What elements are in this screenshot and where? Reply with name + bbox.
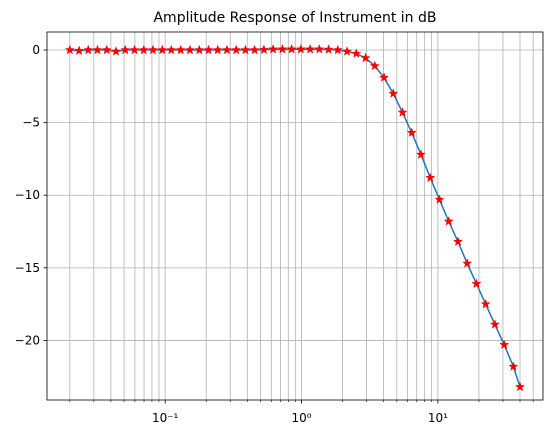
marker [323,44,334,54]
marker [480,298,491,309]
marker [388,88,399,98]
marker [92,44,103,55]
marker [434,194,445,204]
marker [268,43,279,54]
marker [184,44,196,55]
marker [499,339,510,350]
marker [425,172,436,183]
plot-frame [46,31,544,401]
marker [286,43,297,54]
marker [360,52,371,63]
marker [83,44,94,55]
marker [342,46,353,56]
marker [175,44,186,55]
marker [157,44,168,55]
marker [295,43,306,54]
y-tick-label: −10 [15,188,40,202]
marker [129,44,140,55]
marker [147,44,159,55]
marker [397,107,408,117]
marker [277,43,288,54]
marker [406,127,417,138]
marker [249,44,260,55]
marker [101,44,112,55]
y-tick-label: 0 [32,43,40,57]
marker [258,44,269,55]
marker [314,43,325,54]
marker [462,258,473,268]
marker [64,44,75,55]
marker [138,44,149,55]
marker [443,216,454,226]
marker [240,44,251,55]
marker [74,45,85,56]
marker [351,48,362,58]
y-tick-label: −15 [15,261,40,275]
marker [194,44,205,55]
marker [231,44,242,55]
marker [415,149,427,159]
marker [378,72,390,82]
y-tick-label: −5 [22,116,40,130]
marker [110,46,122,56]
marker [305,43,316,54]
x-tick-label: 10¹ [428,411,448,425]
marker [120,44,131,55]
marker [508,361,519,371]
x-tick-label: 10⁻¹ [152,411,179,425]
marker [489,319,500,329]
marker [203,44,214,55]
marker [166,44,177,55]
marker [452,236,464,247]
marker [332,44,343,55]
marker [212,44,223,55]
marker [221,44,233,55]
marker [369,60,380,71]
x-tick-label: 10⁰ [291,411,311,425]
y-tick-label: −20 [15,333,40,347]
marker [514,381,526,392]
chart-title: Amplitude Response of Instrument in dB [153,10,436,26]
marker [471,278,482,289]
